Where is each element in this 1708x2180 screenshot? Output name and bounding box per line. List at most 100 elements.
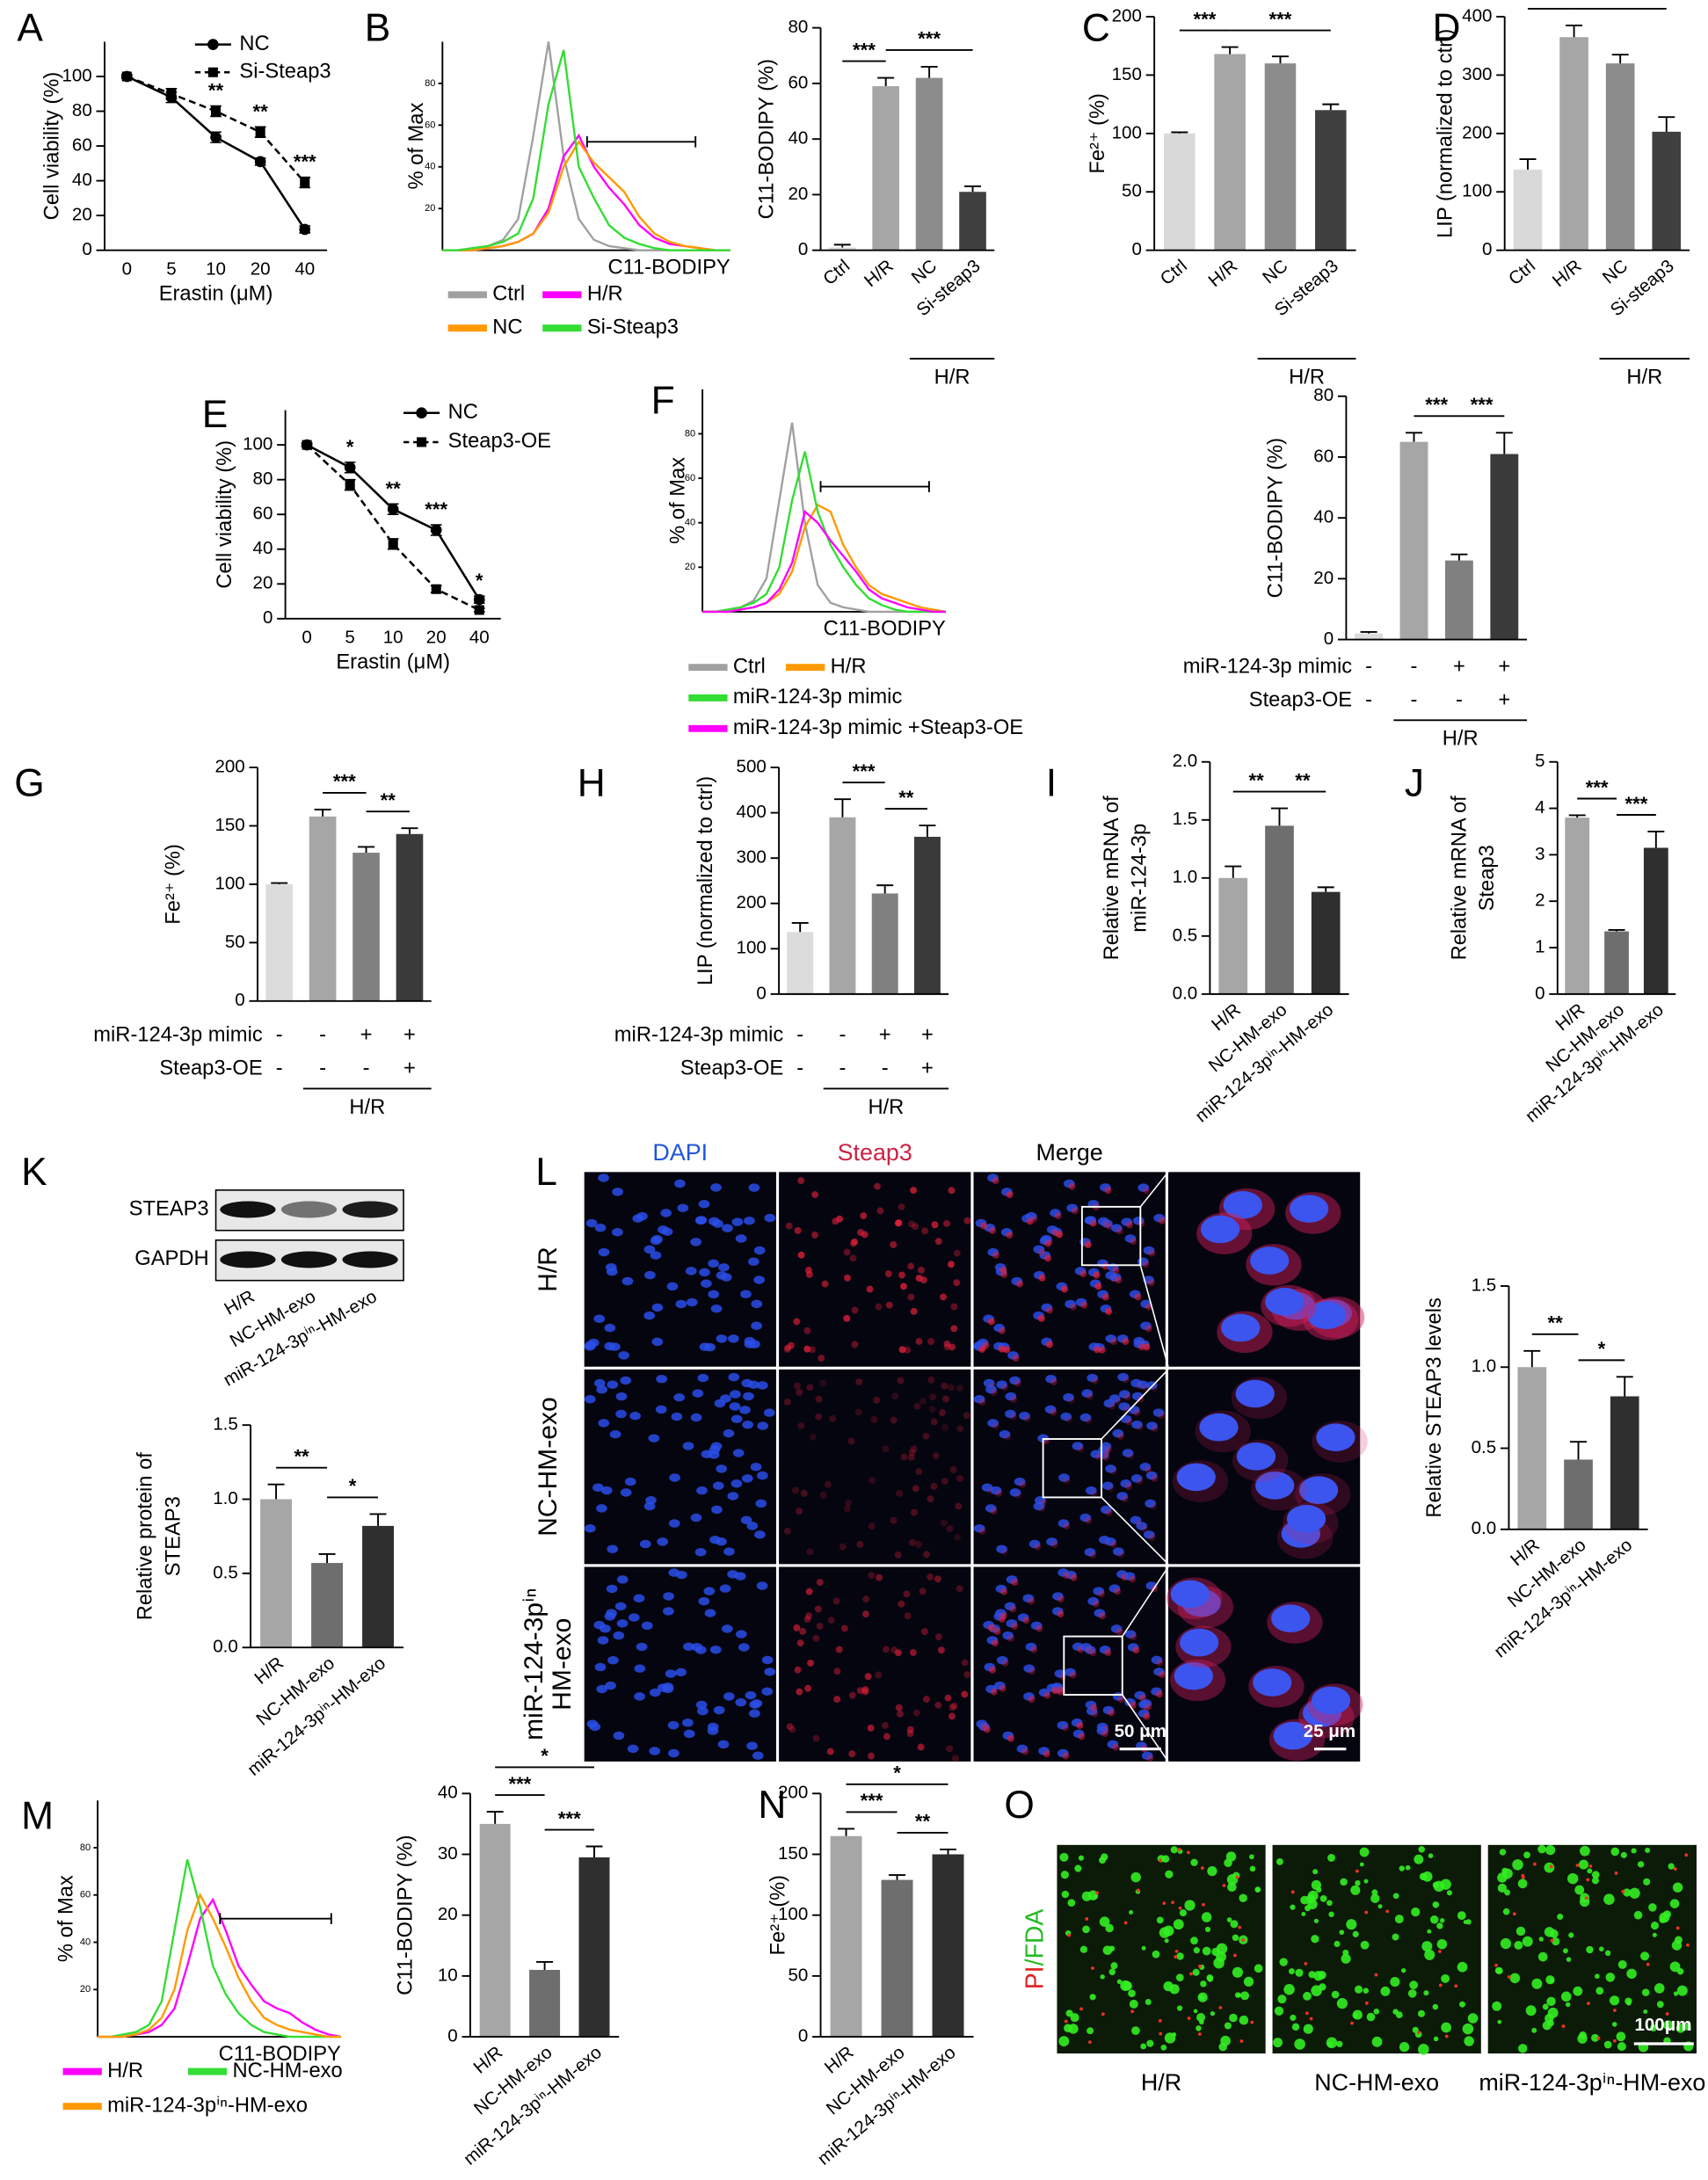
point	[121, 71, 132, 82]
signal	[1089, 1219, 1097, 1227]
live-cell	[1224, 2022, 1232, 2030]
y-axis-label: C11-BODIPY (%)	[756, 59, 779, 219]
dead-cell	[1159, 1858, 1162, 1863]
nucleus	[729, 1402, 741, 1411]
signal	[1085, 1416, 1093, 1424]
live-cell	[1577, 2033, 1588, 2044]
group-label: H/R	[1289, 366, 1325, 389]
nucleus	[738, 1643, 750, 1652]
signal	[940, 1293, 947, 1301]
live-cell	[1318, 1970, 1326, 1980]
x-tick-label: H/R	[469, 2042, 506, 2077]
y-tick-label: 0.0	[1472, 1518, 1497, 1538]
live-cell	[1620, 1851, 1627, 1858]
dead-cell	[1364, 1910, 1369, 1915]
y-tick-label: 500	[737, 756, 767, 776]
live-cell	[1274, 2006, 1284, 2016]
significance-label: ***	[1539, 0, 1562, 9]
y-tick-label: 150	[778, 1843, 808, 1864]
bar	[829, 817, 856, 994]
live-cell	[1311, 1935, 1319, 1944]
significance-label: *	[893, 1762, 901, 1784]
nucleus	[1045, 1374, 1057, 1384]
signal	[990, 1688, 998, 1696]
signal	[839, 1543, 847, 1551]
nucleus	[613, 1731, 625, 1740]
x-tick-label: 40	[294, 258, 315, 279]
signal	[928, 1406, 936, 1413]
nucleus	[667, 1720, 680, 1730]
condition-value: -	[796, 1024, 803, 1047]
nucleus	[607, 1544, 619, 1554]
live-cell	[1392, 1893, 1399, 1900]
image-label: H/R	[1141, 2069, 1181, 2096]
dead-cell	[1621, 1889, 1625, 1893]
nucleus	[716, 1334, 728, 1343]
dead-cell	[1612, 2038, 1617, 2043]
nucleus	[618, 1351, 629, 1360]
signal	[953, 1279, 961, 1287]
signal	[867, 1724, 875, 1732]
y-tick-label: 40	[1313, 507, 1334, 527]
signal	[848, 1691, 856, 1699]
nucleus	[1108, 1584, 1121, 1593]
signal	[948, 1261, 955, 1268]
nucleus	[643, 1245, 656, 1254]
nucleus	[629, 1412, 641, 1421]
y-tick-label: 80	[80, 1842, 91, 1853]
signal	[950, 1325, 958, 1333]
panel-letter: G	[14, 761, 44, 804]
nucleus	[1141, 1751, 1153, 1760]
condition-value: +	[921, 1024, 934, 1047]
nucleus	[761, 1655, 774, 1665]
signal	[855, 1377, 863, 1385]
signal	[805, 1588, 813, 1595]
error-bar	[1406, 432, 1422, 442]
y-tick-label: 0	[1535, 983, 1544, 1003]
y-tick-label: 100	[1462, 181, 1492, 201]
nucleus	[651, 1337, 664, 1347]
y-tick-label: 50	[1122, 181, 1142, 201]
live-cell	[1277, 1995, 1287, 2004]
bar	[1164, 133, 1196, 251]
signal	[909, 1538, 916, 1546]
nucleus	[1124, 1234, 1137, 1243]
signal	[939, 1409, 946, 1417]
signal	[982, 1341, 990, 1349]
nucleus	[650, 1251, 662, 1260]
signal	[809, 1433, 817, 1441]
signal	[1105, 1307, 1113, 1315]
nucleus	[1063, 1392, 1074, 1402]
live-cell	[1502, 1868, 1513, 1879]
nucleus	[1006, 1619, 1018, 1628]
nucleus	[735, 1697, 747, 1707]
signal	[1000, 1548, 1008, 1556]
dead-cell	[1178, 1906, 1182, 1910]
x-tick-label: NC	[1259, 256, 1292, 288]
micrograph	[584, 1369, 776, 1565]
live-cell	[1060, 1871, 1069, 1879]
live-cell	[1598, 1946, 1604, 1951]
signal	[915, 1338, 923, 1346]
signal	[1021, 1748, 1029, 1755]
nucleus	[732, 1449, 745, 1457]
signal	[1076, 1721, 1084, 1729]
nucleus	[668, 1568, 680, 1577]
y-axis-label: LIP (normalized to ctrl)	[694, 776, 717, 985]
significance-label: *	[541, 1745, 549, 1767]
bar	[362, 1525, 395, 1648]
zoom-nucleus	[1273, 1721, 1312, 1750]
live-cell	[1273, 2038, 1283, 2048]
signal	[797, 1177, 805, 1185]
nucleus	[1058, 1519, 1070, 1528]
signal	[948, 1343, 956, 1351]
signal	[1155, 1690, 1163, 1698]
nucleus	[621, 1276, 634, 1286]
scale-bar-label: 25 μm	[1304, 1721, 1355, 1741]
signal	[1050, 1377, 1058, 1385]
signal	[832, 1597, 840, 1605]
panel-letter: F	[651, 379, 675, 422]
y-tick-label: 100	[1112, 122, 1142, 142]
signal	[900, 1453, 908, 1461]
legend-label: Si-Steap3	[239, 61, 331, 84]
